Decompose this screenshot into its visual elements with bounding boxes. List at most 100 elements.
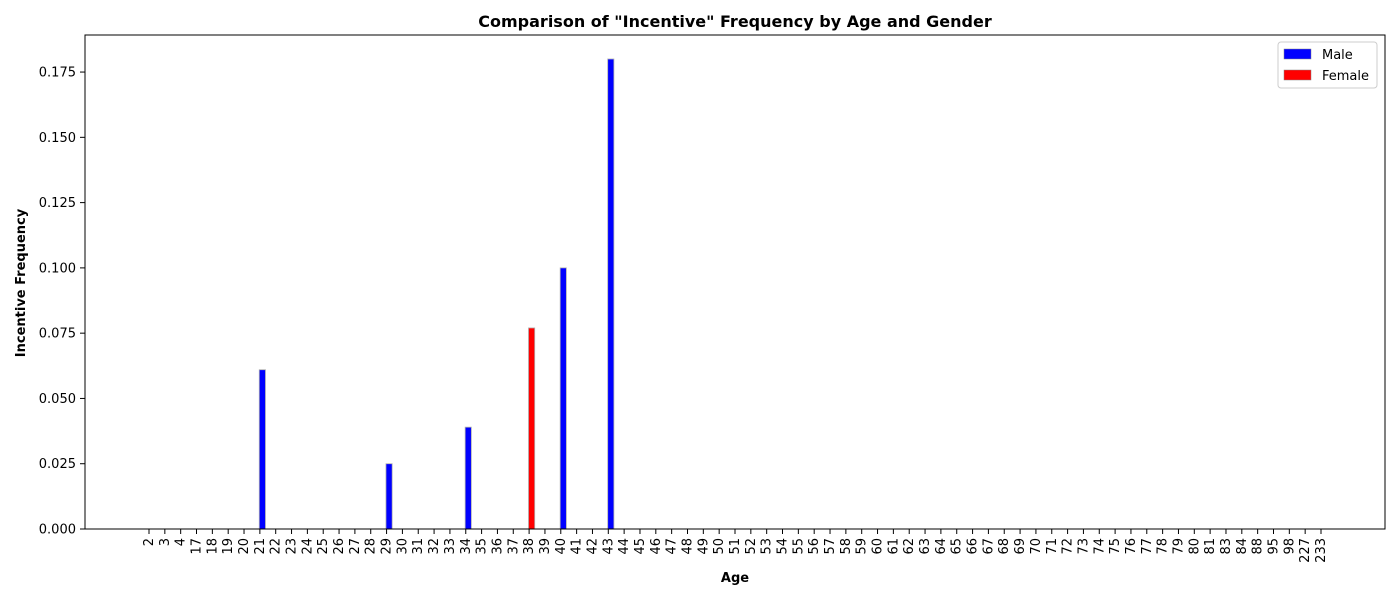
y-tick-label: 0.000 bbox=[39, 523, 76, 538]
bar-male-age-34 bbox=[464, 426, 472, 530]
x-tick-label: 60 bbox=[871, 538, 886, 555]
x-tick-label: 76 bbox=[1124, 538, 1139, 555]
x-tick-label: 57 bbox=[823, 538, 838, 555]
x-tick-label: 227 bbox=[1298, 538, 1313, 563]
x-tick-label: 38 bbox=[522, 538, 537, 555]
x-axis-label: Age bbox=[721, 571, 749, 586]
bar-female-age-38 bbox=[528, 327, 536, 530]
bar-male-age-29 bbox=[385, 463, 393, 530]
x-tick-label: 27 bbox=[348, 538, 363, 555]
x-tick-label: 40 bbox=[554, 538, 569, 555]
x-tick-label: 83 bbox=[1219, 538, 1234, 555]
x-tick-label: 46 bbox=[649, 538, 664, 555]
x-tick-label: 64 bbox=[934, 538, 949, 555]
x-tick-label: 2 bbox=[142, 538, 157, 546]
x-tick-label: 74 bbox=[1092, 538, 1107, 555]
x-tick-label: 41 bbox=[570, 538, 585, 555]
x-tick-label: 67 bbox=[981, 538, 996, 555]
x-tick-label: 58 bbox=[839, 538, 854, 555]
x-tick-label: 53 bbox=[760, 538, 775, 555]
legend-swatch-male bbox=[1283, 48, 1312, 60]
x-tick-label: 33 bbox=[443, 538, 458, 555]
y-axis-label: Incentive Frequency bbox=[14, 208, 29, 357]
y-tick-label: 0.050 bbox=[39, 392, 76, 407]
x-tick-label: 22 bbox=[269, 538, 284, 555]
x-tick-label: 81 bbox=[1203, 538, 1218, 555]
x-tick-label: 56 bbox=[807, 538, 822, 555]
x-tick-label: 233 bbox=[1314, 538, 1329, 563]
legend-label-male: Male bbox=[1322, 48, 1353, 63]
x-tick-label: 32 bbox=[427, 538, 442, 555]
x-tick-label: 25 bbox=[316, 538, 331, 555]
x-tick-label: 26 bbox=[332, 538, 347, 555]
x-tick-label: 35 bbox=[475, 538, 490, 555]
plot-area bbox=[258, 58, 615, 530]
x-tick-label: 54 bbox=[776, 538, 791, 555]
x-tick-label: 28 bbox=[364, 538, 379, 555]
legend: Male Female bbox=[1277, 41, 1378, 89]
x-tick-label: 69 bbox=[1013, 538, 1028, 555]
x-axis: 2 3 4 17 18 19 20 21 22 23 24 25 26 27 28 29 30 31 32 33 34 3… bbox=[142, 529, 1329, 563]
x-tick-label: 49 bbox=[696, 538, 711, 555]
x-tick-label: 24 bbox=[300, 538, 315, 555]
x-tick-label: 59 bbox=[855, 538, 870, 555]
x-tick-label: 37 bbox=[506, 538, 521, 555]
x-tick-label: 50 bbox=[712, 538, 727, 555]
x-tick-label: 80 bbox=[1187, 538, 1202, 555]
x-tick-label: 43 bbox=[601, 538, 616, 555]
y-tick-label: 0.125 bbox=[39, 196, 76, 211]
x-tick-label: 3 bbox=[158, 538, 173, 546]
x-tick-label: 19 bbox=[221, 538, 236, 555]
legend-label-female: Female bbox=[1322, 69, 1369, 84]
y-tick-label: 0.025 bbox=[39, 457, 76, 472]
legend-swatch-female bbox=[1283, 69, 1312, 81]
x-tick-label: 61 bbox=[886, 538, 901, 555]
chart-title: Comparison of "Incentive" Frequency by A… bbox=[478, 12, 992, 31]
x-tick-label: 95 bbox=[1266, 538, 1281, 555]
x-tick-label: 63 bbox=[918, 538, 933, 555]
bar-male-age-40 bbox=[559, 267, 567, 530]
x-tick-label: 75 bbox=[1108, 538, 1123, 555]
x-tick-label: 29 bbox=[380, 538, 395, 555]
x-tick-label: 55 bbox=[791, 538, 806, 555]
x-tick-label: 48 bbox=[680, 538, 695, 555]
x-tick-label: 73 bbox=[1076, 538, 1091, 555]
plot-frame bbox=[84, 34, 1386, 530]
x-tick-label: 21 bbox=[253, 538, 268, 555]
x-tick-label: 31 bbox=[411, 538, 426, 555]
x-tick-label: 42 bbox=[585, 538, 600, 555]
x-tick-label: 47 bbox=[665, 538, 680, 555]
x-tick-label: 84 bbox=[1235, 538, 1250, 555]
x-tick-label: 39 bbox=[538, 538, 553, 555]
x-tick-label: 17 bbox=[190, 538, 205, 555]
y-tick-label: 0.175 bbox=[39, 66, 76, 81]
x-tick-label: 72 bbox=[1061, 538, 1076, 555]
x-tick-label: 30 bbox=[395, 538, 410, 555]
x-tick-label: 23 bbox=[285, 538, 300, 555]
x-tick-label: 62 bbox=[902, 538, 917, 555]
y-axis: 0.000 0.025 0.050 0.075 0.100 0.125 0.150 0.175 bbox=[39, 66, 85, 538]
x-tick-label: 78 bbox=[1156, 538, 1171, 555]
x-tick-label: 52 bbox=[744, 538, 759, 555]
x-tick-label: 65 bbox=[950, 538, 965, 555]
y-tick-label: 0.075 bbox=[39, 327, 76, 342]
x-tick-label: 45 bbox=[633, 538, 648, 555]
x-tick-label: 44 bbox=[617, 538, 632, 555]
x-tick-label: 4 bbox=[174, 538, 189, 546]
x-tick-label: 66 bbox=[966, 538, 981, 555]
x-tick-label: 36 bbox=[490, 538, 505, 555]
x-tick-label: 34 bbox=[459, 538, 474, 555]
x-tick-label: 18 bbox=[205, 538, 220, 555]
x-tick-label: 79 bbox=[1171, 538, 1186, 555]
y-tick-label: 0.150 bbox=[39, 131, 76, 146]
x-tick-label: 71 bbox=[1045, 538, 1060, 555]
x-tick-label: 88 bbox=[1251, 538, 1266, 555]
x-tick-label: 51 bbox=[728, 538, 743, 555]
y-tick-label: 0.100 bbox=[39, 261, 76, 276]
x-tick-label: 98 bbox=[1282, 538, 1297, 555]
x-tick-label: 70 bbox=[1029, 538, 1044, 555]
x-tick-label: 20 bbox=[237, 538, 252, 555]
bar-male-age-43 bbox=[607, 58, 615, 530]
bar-male-age-21 bbox=[258, 369, 266, 530]
